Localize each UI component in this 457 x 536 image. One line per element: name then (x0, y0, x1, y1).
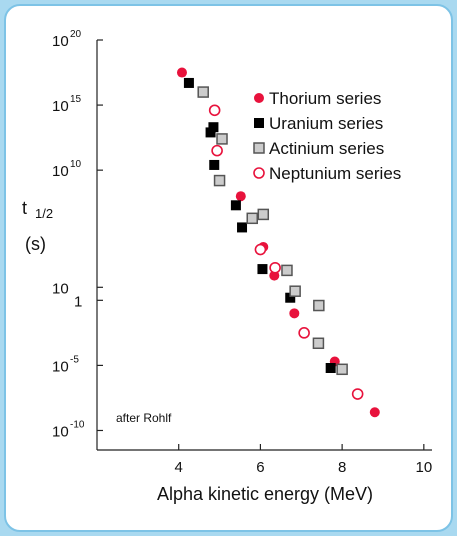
neptunium-series-point (254, 243, 267, 256)
y-axis-title-unit: (s) (25, 234, 46, 254)
actinium-series-point (197, 86, 209, 98)
legend-marker-actinium-series (253, 142, 265, 154)
legend-marker-neptunium-series (253, 167, 265, 179)
legend-label-actinium-series: Actinium series (269, 139, 384, 158)
data-points (176, 67, 380, 418)
figure-frame (4, 4, 453, 532)
neptunium-series-point (208, 104, 221, 117)
y-tick-exponent: 10 (70, 159, 82, 170)
thorium-series-point (289, 308, 300, 319)
thorium-series-point (369, 407, 380, 418)
uranium-series-point (237, 222, 248, 233)
actinium-series-point (336, 363, 348, 376)
uranium-series-point (208, 122, 219, 133)
annotation-note: after Rohlf (116, 411, 172, 425)
actinium-series-point (313, 299, 325, 312)
actinium-series-point (312, 337, 325, 350)
x-tick-label: 8 (338, 459, 346, 476)
legend-marker-thorium-series (254, 93, 264, 103)
actinium-series-point (289, 285, 301, 297)
x-axis-title: Alpha kinetic energy (MeV) (157, 484, 373, 504)
y-tick-exponent: -10 (70, 419, 85, 430)
neptunium-series-point (351, 388, 364, 400)
actinium-series-point (281, 264, 293, 277)
actinium-series-point (216, 133, 228, 145)
y-tick-label: 10 (52, 33, 69, 50)
y-tick-label: 10 (52, 358, 69, 375)
y-axis-title-sub: 1/2 (35, 206, 53, 221)
y-tick-label: 10 (52, 280, 69, 297)
axes (96, 40, 432, 451)
y-tick-label: 10 (52, 423, 69, 440)
neptunium-series-point (298, 327, 310, 339)
y-axis-title-t: t (22, 198, 27, 218)
thorium-series-point (176, 67, 187, 78)
uranium-series-point (183, 77, 194, 88)
uranium-series-point (257, 264, 268, 275)
neptunium-series-point (269, 261, 281, 274)
x-tick-label: 6 (256, 459, 264, 476)
actinium-series-point (246, 212, 258, 225)
uranium-series-point (285, 292, 296, 303)
y-tick-exponent: 20 (70, 29, 82, 40)
actinium-series-point (257, 208, 270, 221)
legend: Thorium series Uranium series Actinium ser… (253, 89, 401, 183)
legend-label-uranium-series: Uranium series (269, 114, 383, 133)
y-tick-label: 10 (52, 98, 69, 115)
uranium-series-point (230, 200, 241, 211)
uranium-series-point (205, 127, 216, 138)
y-tick-label: 1 (74, 293, 82, 310)
uranium-series-point (325, 363, 336, 373)
y-axis-title: t 1/2 (s) (22, 198, 53, 254)
x-tick-label: 4 (175, 459, 183, 476)
x-ticks: 4 6 8 10 (175, 444, 432, 476)
legend-marker-uranium-series (254, 118, 264, 128)
y-tick-label: 10 (52, 163, 69, 180)
thorium-series-point (235, 191, 246, 202)
y-tick-exponent: 15 (70, 94, 82, 105)
uranium-series-point (209, 159, 220, 170)
y-tick-exponent: -5 (70, 354, 79, 365)
actinium-series-point (213, 174, 226, 187)
x-tick-label: 10 (415, 459, 432, 476)
neptunium-series-point (211, 144, 223, 157)
legend-label-neptunium-series: Neptunium series (269, 164, 401, 183)
legend-label-thorium-series: Thorium series (269, 89, 381, 108)
